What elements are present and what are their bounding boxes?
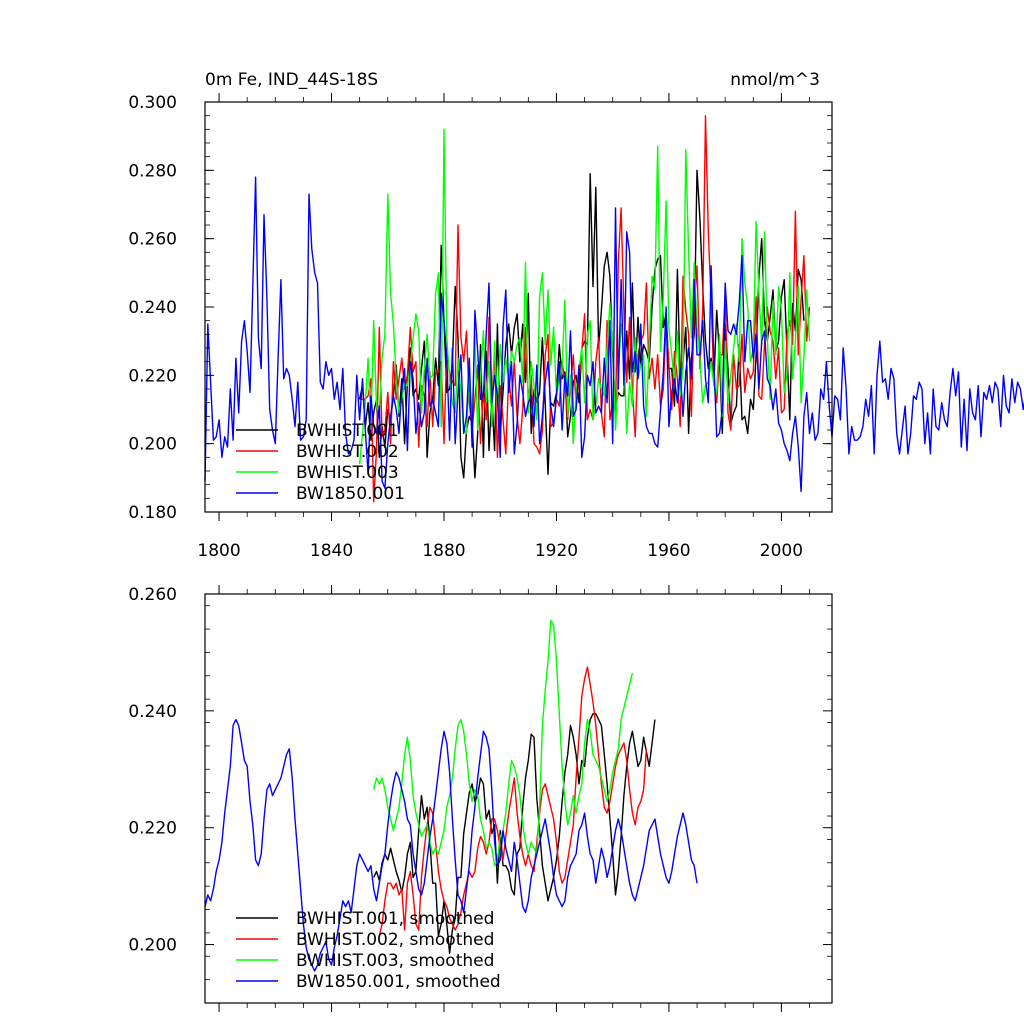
bottom-panel: 0.200 0.220 0.240 0.260 BWHIST.001, smoothed… <box>128 585 833 1012</box>
y-tick-label: 0.240 <box>128 298 177 318</box>
series-line-bw1850-001 <box>204 176 1024 493</box>
x-tick-label: 1800 <box>197 541 240 561</box>
y-tick-label: 0.220 <box>128 819 177 839</box>
legend-label: BWHIST.001, smoothed <box>296 909 494 929</box>
y-tick-label: 0.300 <box>128 93 177 113</box>
y-tick-label: 0.260 <box>128 230 177 250</box>
series-line-bwhist-002 <box>359 114 811 503</box>
legend-label: BWHIST.003, smoothed <box>296 951 494 971</box>
series-line-bwhist-002-smoothed <box>378 666 648 936</box>
y-axis: 0.200 0.220 0.240 0.260 <box>128 585 832 1004</box>
series-line-bw1850-001-smoothed <box>204 718 698 972</box>
y-tick-label: 0.260 <box>128 585 177 605</box>
y-tick-label: 0.180 <box>128 503 177 523</box>
x-tick-label: 2000 <box>760 541 803 561</box>
x-tick-label: 1960 <box>647 541 690 561</box>
x-axis: 1800 1840 1880 1920 1960 2000 <box>197 93 810 561</box>
x-axis <box>218 585 810 1012</box>
legend-label: BW1850.001, smoothed <box>296 972 501 992</box>
y-tick-label: 0.220 <box>128 366 177 386</box>
legend-label: BWHIST.002 <box>296 442 399 462</box>
y-tick-label: 0.200 <box>128 435 177 455</box>
chart-title: 0m Fe, IND_44S-18S <box>205 70 378 90</box>
y-axis: 0.180 0.200 0.220 0.240 0.260 0.280 0.300 <box>128 93 832 523</box>
legend-label: BW1850.001 <box>296 484 405 504</box>
legend-label: BWHIST.001 <box>296 421 399 441</box>
y-tick-label: 0.280 <box>128 161 177 181</box>
series-group <box>204 619 698 972</box>
legend-label: BWHIST.003 <box>296 463 399 483</box>
y-tick-label: 0.200 <box>128 936 177 956</box>
x-tick-label: 1920 <box>535 541 578 561</box>
chart-units: nmol/m^3 <box>730 70 820 90</box>
x-tick-label: 1880 <box>422 541 465 561</box>
y-tick-label: 0.240 <box>128 702 177 722</box>
series-group <box>204 114 1024 503</box>
series-line-bwhist-003-smoothed <box>373 619 634 867</box>
legend-label: BWHIST.002, smoothed <box>296 930 494 950</box>
plot-frame <box>204 593 833 1004</box>
series-line-bwhist-003 <box>358 128 811 465</box>
x-tick-label: 1840 <box>310 541 353 561</box>
